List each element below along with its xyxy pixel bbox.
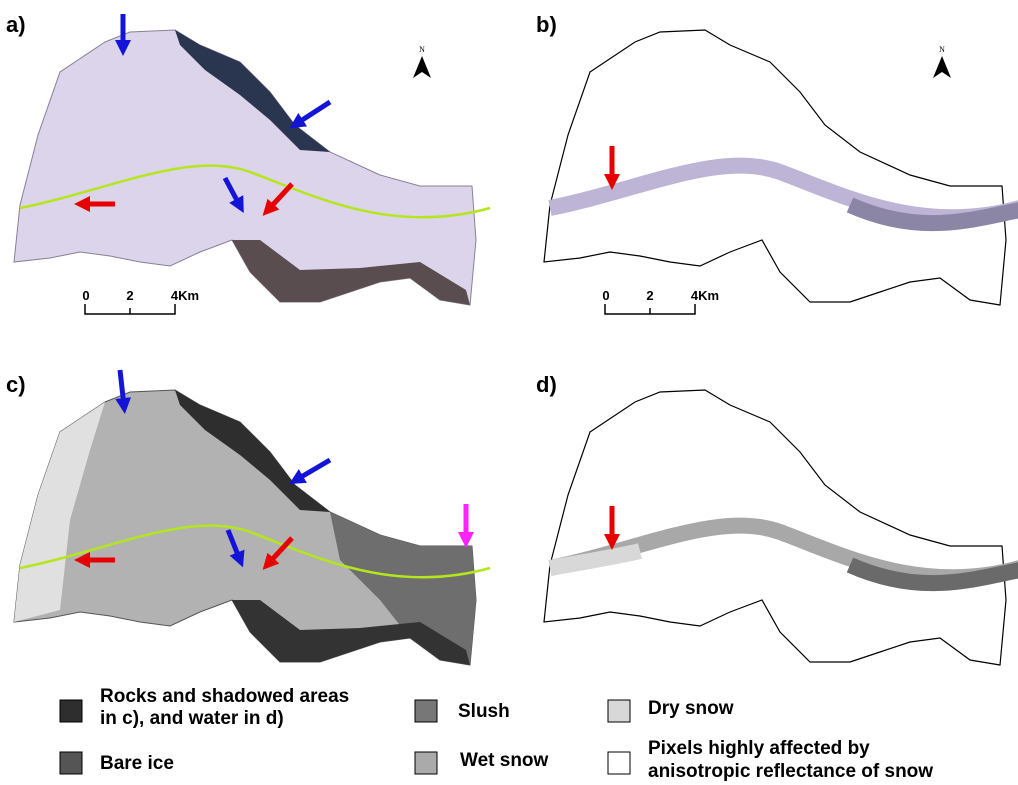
legend-swatch (415, 752, 437, 774)
legend-label: Wet snow (460, 750, 549, 771)
legend-label: Bare ice (100, 753, 174, 774)
legend-swatch (60, 752, 82, 774)
scale-label: 2 (646, 288, 653, 303)
legend-label: Rocks and shadowed areas (100, 686, 349, 707)
legend: Rocks and shadowed areas in c), and wate… (60, 686, 933, 782)
legend-swatch (60, 700, 82, 722)
scale-label: 0 (82, 288, 89, 303)
scale-label: 4Km (691, 288, 719, 303)
scale-label: 0 (602, 288, 609, 303)
scale-label: 4Km (171, 288, 199, 303)
scale-bar (605, 304, 695, 314)
north-arrow (413, 56, 431, 78)
panel-c: c) (6, 370, 490, 665)
legend-swatch (608, 752, 630, 774)
legend-label: Pixels highly affected by (648, 738, 870, 759)
legend-label: Slush (458, 701, 510, 722)
panel-label: d) (536, 372, 557, 397)
legend-swatch (608, 700, 630, 722)
arrow (296, 102, 330, 124)
panel-b: b) N 0 2 4Km (536, 12, 1018, 314)
scale-bar (85, 304, 175, 314)
scale-label: 2 (126, 288, 133, 303)
panel-d: d) (536, 372, 1018, 665)
panel-label: b) (536, 12, 557, 37)
north-arrow (933, 56, 951, 78)
legend-label: Dry snow (648, 698, 734, 719)
legend-label: anisotropic reflectance of snow (648, 761, 933, 782)
panel-label: c) (6, 372, 26, 397)
arrow (296, 460, 330, 480)
figure: a) N 0 2 4Km b) N 0 2 4Km c) d) Rocks an… (0, 0, 1018, 785)
legend-swatch (415, 700, 437, 722)
north-label: N (419, 45, 425, 54)
panel-label: a) (6, 12, 26, 37)
north-label: N (939, 45, 945, 54)
legend-label: in c), and water in d) (100, 708, 284, 729)
panel-a: a) N 0 2 4Km (6, 12, 490, 314)
